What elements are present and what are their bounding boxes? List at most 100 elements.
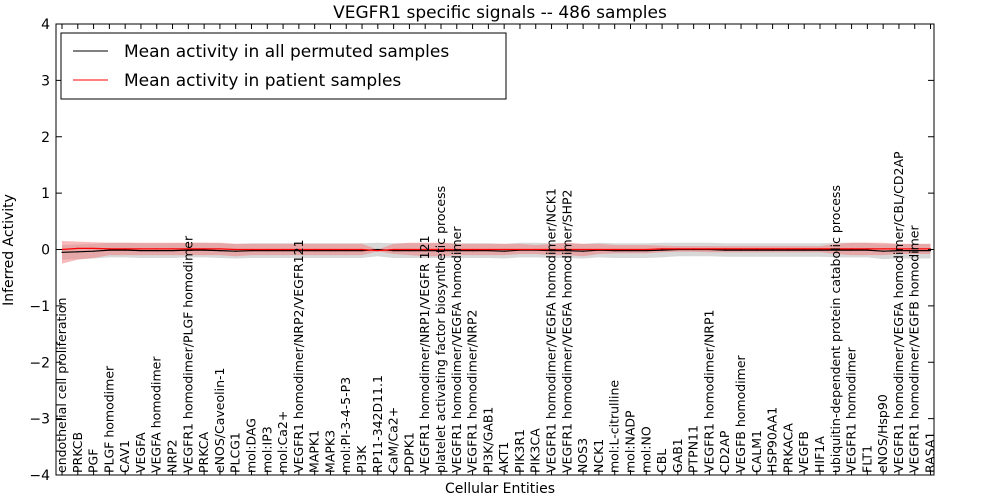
point-series-1-21 [393, 248, 395, 251]
point-series-0-24 [440, 250, 442, 252]
x-tick-label: mol:DAG [243, 418, 258, 473]
y-tick-label: −2 [29, 355, 50, 371]
point-series-1-50 [851, 248, 853, 250]
x-tick-label: mol:Ca2+ [275, 411, 290, 473]
point-series-1-14 [282, 248, 284, 251]
y-tick-label: 0 [41, 243, 50, 259]
x-tick-label: ubiquitin-dependent protein catabolic pr… [828, 185, 843, 473]
point-series-1-6 [156, 248, 158, 250]
point-series-0-44 [756, 249, 758, 251]
y-tick-label: 2 [41, 130, 50, 146]
point-series-0-47 [803, 249, 805, 251]
y-tick-label: −4 [29, 468, 50, 484]
point-series-1-36 [629, 248, 632, 251]
y-tick-label: −1 [29, 299, 50, 315]
point-series-0-22 [408, 250, 410, 252]
point-series-0-51 [866, 249, 869, 251]
point-series-0-13 [266, 250, 268, 252]
point-series-1-16 [314, 248, 316, 251]
x-tick-label: MAPK3 [322, 430, 337, 473]
x-tick-label: PGF [86, 449, 101, 473]
x-tick-label: mol:IP3 [259, 426, 274, 473]
x-tick-label: VEGFR1 homodimer/VEGFA homodimer [449, 226, 464, 473]
point-series-0-27 [487, 250, 489, 252]
x-tick-label: PTPN11 [686, 425, 701, 473]
x-tick-label: VEGFA homodimer [149, 356, 164, 473]
point-series-1-23 [424, 248, 426, 251]
x-tick-label: VEGFR1 homodimer/NRP1 [701, 310, 716, 473]
point-series-1-15 [298, 248, 300, 251]
x-tick-label: eNOS/Hsp90 [875, 394, 890, 473]
point-series-0-17 [329, 250, 332, 252]
point-series-1-7 [171, 248, 174, 250]
x-tick-label: platelet activating factor biosynthetic … [433, 186, 448, 473]
y-tick-label: 1 [41, 186, 50, 202]
point-series-1-43 [740, 248, 742, 250]
x-tick-label: VEGFR1 homodimer/VEGFA homodimer/NCK1 [544, 188, 559, 473]
point-series-0-36 [629, 250, 632, 252]
point-series-0-49 [835, 249, 837, 251]
band-series-1 [62, 241, 931, 264]
point-series-1-33 [582, 248, 584, 251]
point-series-1-5 [140, 248, 142, 250]
point-series-1-20 [377, 250, 379, 252]
x-tick-label: RP11-342D11.1 [370, 375, 385, 473]
point-series-1-47 [803, 248, 805, 250]
legend-label-permuted: Mean activity in all permuted samples [124, 42, 449, 62]
point-series-1-18 [345, 248, 347, 251]
x-tick-label: VEGFA [133, 432, 148, 473]
x-axis: endothelial cell proliferation PRKCB PGF PL… [54, 24, 938, 475]
x-tick-label: VEGFR1 homodimer/NRP2 [465, 310, 480, 473]
point-series-1-31 [550, 248, 553, 251]
point-series-1-27 [487, 248, 489, 251]
point-series-0-1 [77, 251, 79, 253]
x-tick-label: FLT1 [859, 445, 874, 473]
x-tick-label: NCK1 [591, 439, 606, 473]
point-series-0-31 [550, 250, 553, 252]
point-series-0-43 [740, 249, 742, 251]
legend: Mean activity in all permuted samples Me… [60, 32, 507, 100]
point-series-1-40 [693, 248, 695, 250]
x-tick-label: CAV1 [117, 440, 132, 473]
point-series-0-3 [108, 249, 110, 251]
x-tick-label: VEGFB [796, 431, 811, 473]
point-series-0-54 [914, 250, 916, 252]
point-series-1-19 [361, 248, 363, 251]
point-series-0-45 [772, 249, 774, 251]
x-tick-label: CD2AP [717, 430, 732, 473]
point-series-1-34 [598, 248, 600, 251]
point-series-1-39 [677, 248, 679, 250]
x-tick-label: VEGFR1 homodimer/VEGFA homodimer/SHP2 [559, 189, 574, 473]
line-series-1 [61, 247, 931, 252]
point-series-1-9 [203, 248, 205, 250]
point-series-1-4 [124, 248, 126, 250]
point-series-1-25 [456, 248, 458, 251]
point-series-0-9 [203, 249, 205, 251]
point-series-0-48 [819, 249, 821, 251]
x-tick-label: PRKCA [196, 432, 211, 473]
point-series-1-8 [187, 248, 189, 250]
point-series-1-49 [835, 248, 837, 250]
point-series-1-37 [645, 248, 647, 251]
x-tick-label: PIK3R1 [512, 429, 527, 473]
point-series-1-22 [408, 248, 410, 251]
point-series-1-10 [219, 248, 221, 250]
point-series-0-10 [219, 250, 221, 252]
point-series-0-4 [124, 249, 126, 251]
x-tick-label: PDPK1 [401, 432, 416, 473]
x-tick-label: PI3K [354, 445, 369, 473]
point-series-1-45 [772, 248, 774, 250]
point-series-1-26 [472, 248, 474, 251]
point-series-1-46 [787, 248, 790, 250]
point-series-0-33 [582, 250, 584, 252]
point-series-1-54 [914, 248, 916, 250]
x-tick-label: mol:L-citrulline [607, 380, 622, 473]
x-axis-label: Cellular Entities [445, 481, 555, 497]
point-series-1-24 [440, 248, 442, 251]
point-series-1-29 [519, 248, 521, 251]
series-lines [61, 247, 932, 253]
point-series-0-6 [156, 250, 158, 252]
point-series-0-12 [250, 250, 253, 252]
point-series-0-42 [724, 249, 726, 251]
x-tick-label: NRP2 [165, 439, 180, 473]
